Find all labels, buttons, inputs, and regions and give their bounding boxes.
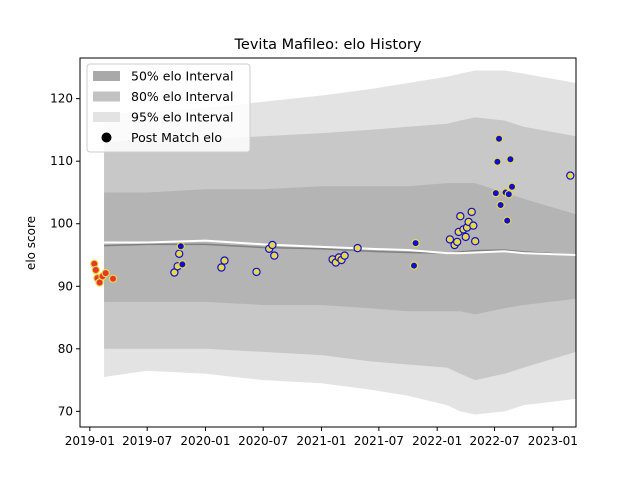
y-tick-label: 70 [58,404,73,418]
data-point [340,251,349,260]
y-axis-label: elo score [24,216,38,270]
legend-label: Post Match elo [131,130,222,145]
data-point [91,265,101,275]
x-tick-label: 2023-01 [528,434,578,448]
post-match-points [90,134,575,287]
x-tick-label: 2019-07 [122,434,172,448]
legend: 50% elo Interval 80% elo Interval 95% elo … [86,63,251,153]
legend-label: 80% elo Interval [131,89,233,104]
data-point [220,256,229,265]
data-point [445,235,455,244]
plot-area [90,70,576,415]
x-axis: 2019-01 2019-07 2020-01 2020-07 2021-01 2021-… [65,427,578,448]
data-point [268,240,277,250]
x-tick-label: 2019-01 [65,434,115,448]
data-point [456,211,465,221]
data-point [461,232,470,242]
x-tick-label: 2022-07 [469,434,519,448]
y-axis: 70 80 90 100 110 120 [50,92,80,418]
data-point [506,155,515,164]
data-point [503,216,512,225]
legend-box [86,63,251,153]
legend-swatch [93,112,120,122]
data-point [174,249,184,258]
data-point [411,238,420,248]
data-point [471,236,480,246]
data-point [566,171,575,180]
y-tick-label: 100 [50,217,73,231]
x-tick-label: 2021-07 [354,434,404,448]
data-point [453,237,462,247]
x-tick-label: 2021-01 [296,434,346,448]
data-point [493,157,502,166]
y-tick-label: 90 [58,279,73,293]
data-point [353,243,362,253]
y-tick-label: 110 [50,154,73,168]
band-50-percent [104,183,576,315]
legend-label: 95% elo Interval [131,110,233,125]
data-point [467,207,476,217]
median-elo-line [104,239,576,256]
data-point [108,274,118,283]
data-point [469,221,478,230]
data-point [491,188,500,198]
data-point [270,251,279,260]
x-tick-label: 2020-07 [238,434,288,448]
x-tick-label: 2022-01 [412,434,462,448]
data-point [101,268,110,278]
data-point [252,267,261,277]
chart-title: Tevita Mafileo: elo History [234,37,422,53]
x-tick-label: 2020-01 [180,434,230,448]
data-point [507,182,517,191]
y-tick-label: 80 [58,342,73,356]
data-point [217,263,226,272]
mean-elo-line [104,243,576,256]
legend-swatch [93,71,120,81]
legend-marker [101,132,112,143]
y-tick-label: 120 [50,92,73,106]
data-point [409,261,419,270]
legend-label: 50% elo Interval [131,69,233,84]
data-point [496,200,505,210]
legend-swatch [93,91,120,102]
data-point [504,190,513,199]
data-point [178,260,187,269]
data-point [494,134,504,143]
data-point [176,242,185,251]
plot-frame [79,57,577,428]
